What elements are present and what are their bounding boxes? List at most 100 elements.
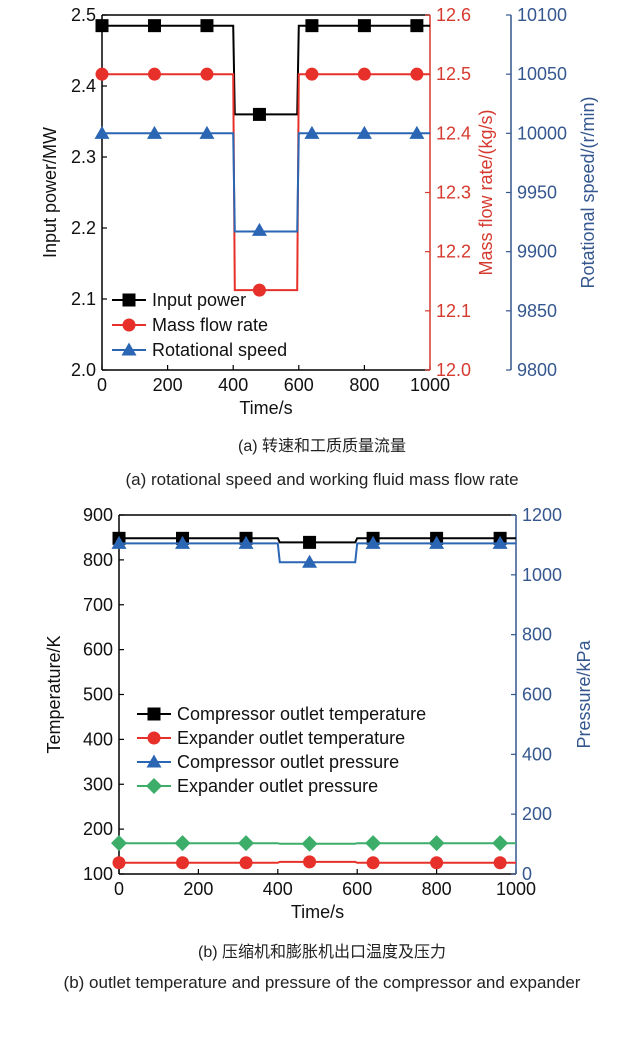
chart-b-series-1 (112, 855, 516, 870)
chart-a-data-point (410, 67, 424, 81)
chart-a-x-tick-label: 800 (349, 375, 379, 395)
chart-b-data-point (365, 535, 381, 549)
chart-a-data-point (410, 19, 424, 33)
chart-a-data-point (357, 67, 371, 81)
chart-a-data-point (252, 107, 266, 121)
chart-a-data-point (147, 67, 161, 81)
chart-b-data-point (492, 835, 509, 852)
chart-a-right2-tick-label: 10000 (517, 123, 567, 143)
chart-a-x-tick-label: 400 (218, 375, 248, 395)
chart-b-data-point (238, 835, 255, 852)
chart-a-data-point (305, 19, 319, 33)
chart-b-data-point (111, 835, 127, 852)
chart-b-data-point (430, 856, 444, 870)
chart-b-legend-label: Compressor outlet pressure (177, 752, 399, 772)
chart-b-left-tick-label: 500 (83, 685, 113, 705)
chart-a: 0 200 400 600 800 1000 Time/s 2.0 2.1 2.2 2.3 2.4 2.… (40, 5, 598, 418)
chart-a-right2-tick-label: 9850 (517, 301, 557, 321)
chart-a-data-point (305, 67, 319, 81)
chart-a-data-point (95, 19, 109, 33)
chart-b-x-tick-label: 0 (114, 879, 124, 899)
chart-b-right1-tick-label: 200 (522, 804, 552, 824)
chart-a-legend-marker (121, 342, 137, 356)
chart-b-series-line (119, 542, 516, 564)
chart-a-x-label: Time/s (239, 398, 292, 418)
chart-a-data-point (199, 125, 215, 139)
chart-a-legend-marker (122, 293, 136, 307)
chart-a-right2-tick-label: 9900 (517, 242, 557, 262)
chart-a-left-tick-label: 2.0 (71, 360, 96, 380)
chart-a-right2-tick-label: 10050 (517, 64, 567, 84)
chart-b-data-point (238, 535, 254, 549)
chart-b-x-label: Time/s (291, 902, 344, 922)
chart-b-x-tick-label: 200 (183, 879, 213, 899)
chart-b-data-point (303, 855, 317, 869)
chart-a-data-point (252, 283, 266, 297)
chart-b-left-tick-label: 400 (83, 729, 113, 749)
chart-a-right2-label: Rotational speed/(r/min) (578, 96, 598, 288)
chart-a-x-tick-label: 0 (97, 375, 107, 395)
chart-b-right1-tick-label: 0 (522, 864, 532, 884)
chart-b-data-point (176, 856, 190, 870)
chart-b-legend-marker (146, 778, 162, 794)
chart-a-legend-label: Mass flow rate (152, 315, 268, 335)
chart-b-data-point (428, 835, 445, 852)
chart-b-legend-marker (147, 731, 161, 745)
chart-b-left-tick-label: 700 (83, 595, 113, 615)
chart-b-series-3 (111, 835, 516, 852)
chart-a-right1-tick-label: 12.5 (436, 64, 471, 84)
chart-b-data-point (492, 535, 508, 549)
chart-a-right1-tick-label: 12.2 (436, 242, 471, 262)
chart-b-data-point (301, 835, 318, 852)
chart-a-left-tick-label: 2.4 (71, 76, 96, 96)
chart-a-data-point (409, 125, 425, 139)
chart-b-x-tick-label: 800 (422, 879, 452, 899)
chart-b-series-0 (112, 531, 516, 549)
chart-b-data-point (303, 535, 317, 549)
chart-a-left-tick-label: 2.5 (71, 5, 96, 25)
chart-b-legend-marker (147, 707, 161, 721)
chart-a-data-point (304, 125, 320, 139)
caption-b-en: (b) outlet temperature and pressure of t… (63, 973, 581, 992)
chart-b-legend-marker (146, 754, 162, 768)
chart-a-series-line (102, 73, 430, 292)
chart-a-series-1 (95, 67, 430, 297)
chart-b-data-point (174, 835, 191, 852)
caption-a-en: (a) rotational speed and working fluid m… (125, 470, 519, 489)
chart-a-legend-label: Rotational speed (152, 340, 287, 360)
chart-a-data-point (200, 19, 214, 33)
chart-b-data-point (366, 856, 380, 870)
chart-a-right1-label: Mass flow rate/(kg/s) (476, 109, 496, 275)
chart-b: 0 200 400 600 800 1000 Time/s 100 200 300 400 500 60… (44, 505, 594, 922)
chart-b-x-tick-label: 1000 (496, 879, 536, 899)
chart-a-data-point (146, 125, 162, 139)
chart-a-data-point (94, 125, 110, 139)
chart-b-data-point (239, 856, 253, 870)
chart-a-x-tick-label: 200 (153, 375, 183, 395)
chart-b-left-tick-label: 900 (83, 505, 113, 525)
chart-a-left-tick-label: 2.3 (71, 147, 96, 167)
chart-b-left-tick-label: 300 (83, 774, 113, 794)
chart-b-legend-label: Expander outlet pressure (177, 776, 378, 796)
chart-b-right1-tick-label: 800 (522, 625, 552, 645)
chart-a-left-tick-label: 2.2 (71, 218, 96, 238)
chart-b-series-2 (111, 535, 516, 568)
chart-b-data-point (429, 535, 445, 549)
chart-a-right2-tick-label: 9950 (517, 183, 557, 203)
chart-a-legend-label: Input power (152, 290, 246, 310)
chart-a-right1-tick-label: 12.4 (436, 123, 471, 143)
chart-a-series-line (102, 132, 430, 233)
chart-a-data-point (200, 67, 214, 81)
chart-b-data-point (175, 535, 191, 549)
chart-a-right2-tick-label: 10100 (517, 5, 567, 25)
chart-b-left-tick-label: 100 (83, 864, 113, 884)
chart-a-data-point (251, 222, 267, 236)
chart-a-left-tick-label: 2.1 (71, 289, 96, 309)
chart-a-series-2 (94, 125, 430, 236)
chart-a-right1-tick-label: 12.3 (436, 183, 471, 203)
chart-b-legend-label: Compressor outlet temperature (177, 704, 426, 724)
chart-a-data-point (356, 125, 372, 139)
chart-a-series-0 (95, 19, 430, 121)
chart-a-x-tick-label: 1000 (410, 375, 450, 395)
chart-b-data-point (111, 535, 127, 549)
